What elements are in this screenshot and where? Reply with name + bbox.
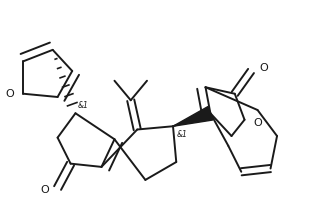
Polygon shape	[173, 106, 213, 126]
Text: &1: &1	[78, 101, 89, 110]
Text: O: O	[259, 63, 268, 73]
Text: &1: &1	[176, 130, 187, 139]
Text: O: O	[253, 118, 262, 128]
Text: O: O	[5, 89, 14, 99]
Text: O: O	[41, 185, 50, 195]
